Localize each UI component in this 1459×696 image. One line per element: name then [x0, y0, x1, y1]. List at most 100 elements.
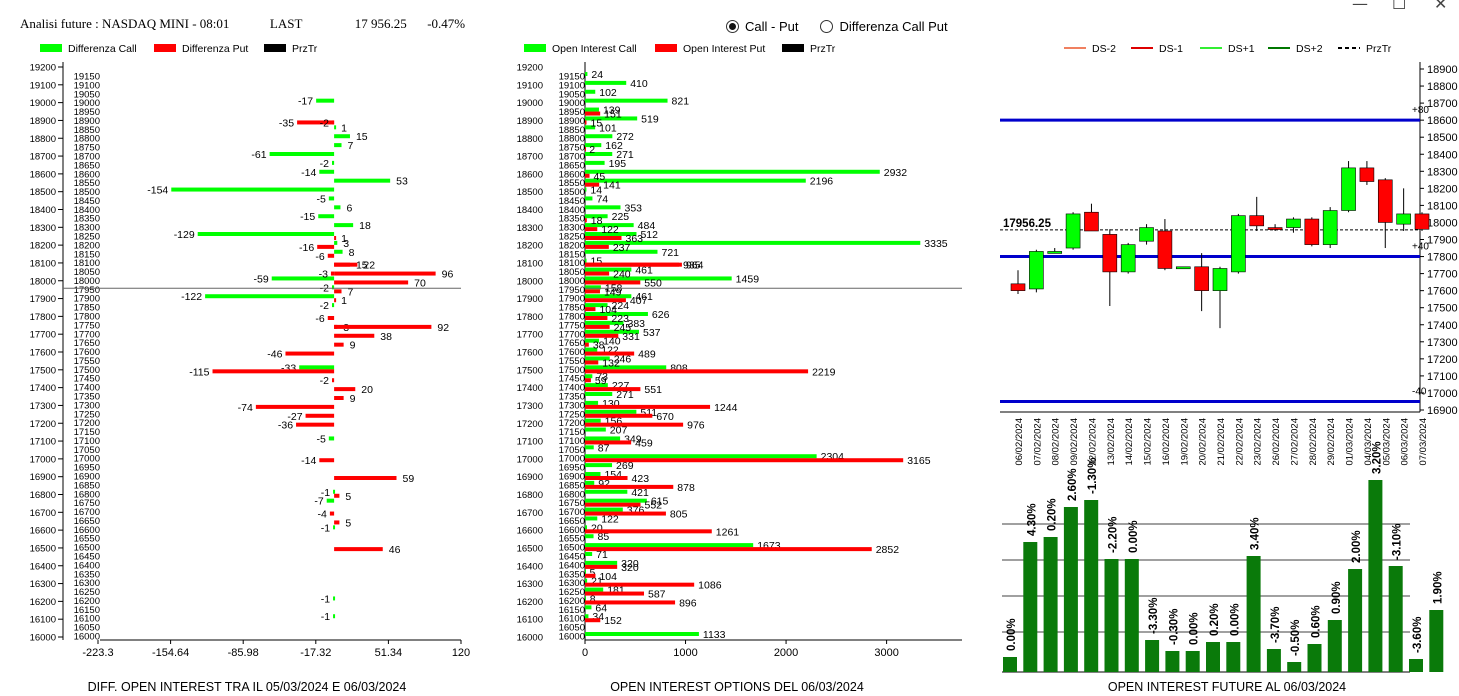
strike-label: 16650: [74, 516, 100, 527]
strike-label: 19000: [559, 98, 585, 109]
call-diff-bar: [171, 187, 335, 192]
strike-label: 16950: [559, 463, 585, 474]
radio-dot-selected[interactable]: [726, 20, 739, 33]
y-tick-label: 17500: [517, 365, 543, 376]
call-oi-bar: [585, 543, 754, 548]
y-tick-label: 18900: [517, 116, 543, 127]
candle-body: [1267, 227, 1283, 230]
date-label: 12/02/2024: [1087, 418, 1098, 466]
strike-label: 16400: [74, 560, 100, 571]
legend-swatch: [524, 44, 546, 52]
call-diff-bar: [326, 498, 335, 503]
bar-value-label: 0.90%: [1331, 581, 1343, 614]
y-tick-label: 17300: [1427, 337, 1458, 349]
radio-call-put[interactable]: Call - Put: [726, 19, 798, 34]
legend-label: PrzTr: [292, 43, 318, 55]
bar-value-label: -46: [267, 349, 282, 361]
call-oi-bar: [585, 534, 594, 539]
call-oi-bar: [585, 347, 598, 352]
legend-swatch: [264, 44, 286, 52]
bar-value-label: 519: [641, 113, 659, 125]
date-label: 04/03/2024: [1363, 418, 1374, 466]
strike-label: 17550: [74, 356, 100, 367]
bar-value-label: -59: [254, 273, 269, 285]
radio-differenza-call-put[interactable]: Differenza Call Put: [820, 19, 948, 34]
candle-body: [1120, 244, 1136, 273]
call-oi-bar: [585, 507, 623, 512]
bar-value-label: -14: [301, 455, 316, 467]
y-tick-label: 16700: [517, 508, 543, 519]
strike-label: 17300: [74, 400, 100, 411]
strike-label: 17900: [74, 294, 100, 305]
y-tick-label: 16900: [517, 472, 543, 483]
bar-value-label: -2: [320, 282, 329, 294]
bar-value-label: 1244: [714, 402, 738, 414]
put-diff-bar: [285, 351, 335, 356]
call-diff-bar: [334, 143, 342, 148]
y-tick-label: 16300: [517, 579, 543, 590]
bar-value-label: 271: [616, 149, 634, 161]
strike-label: 18850: [559, 125, 585, 136]
strike-label: 18750: [559, 143, 585, 154]
call-oi-bar: [585, 329, 639, 334]
y-tick-label: 18400: [1427, 149, 1458, 161]
y-tick-label: 16100: [517, 615, 543, 626]
put-oi-bar: [585, 324, 610, 329]
y-tick-label: 19100: [517, 80, 543, 91]
strike-label: 18500: [74, 187, 100, 198]
strike-label: 18900: [74, 116, 100, 127]
call-diff-bar: [334, 223, 354, 228]
radio-dot[interactable]: [820, 20, 834, 33]
bar-value-label: 964: [686, 260, 704, 272]
y-tick-label: 16900: [1427, 405, 1458, 417]
strike-label: 16000: [74, 632, 100, 643]
candle-body: [1396, 213, 1411, 225]
put-oi-bar: [585, 547, 872, 552]
bar-value-label: 22: [363, 260, 375, 272]
put-oi-bar: [585, 511, 666, 516]
put-oi-bar: [585, 147, 586, 152]
put-oi-bar: [585, 298, 626, 303]
put-oi-bar: [585, 440, 632, 445]
strike-label: 19050: [559, 89, 585, 100]
call-oi-bar: [585, 80, 627, 85]
strike-label: 18050: [74, 267, 100, 278]
bar-value-label: 1673: [757, 540, 781, 552]
date-label: 09/02/2024: [1069, 418, 1080, 466]
x-tick-label: 1000: [673, 647, 697, 659]
bar-value-label: 92: [598, 478, 610, 490]
candle-body: [1084, 211, 1099, 232]
candle-body: [1359, 167, 1375, 182]
call-diff-bar: [334, 205, 341, 210]
strike-label: 17950: [559, 285, 585, 296]
strike-label: 17100: [74, 436, 100, 447]
bar-value-label: 71: [596, 549, 608, 561]
call-diff-bar: [331, 285, 335, 290]
strike-label: 17950: [74, 285, 100, 296]
minimize-icon[interactable]: —: [1352, 0, 1368, 13]
call-diff-bar: [205, 294, 335, 299]
bar-value-label: -2: [320, 158, 329, 170]
put-diff-bar: [334, 520, 340, 525]
y-tick-label: 17800: [30, 312, 56, 323]
y-tick-label: 18200: [30, 241, 56, 252]
maximize-icon[interactable]: ☐: [1392, 0, 1407, 13]
close-icon[interactable]: ✕: [1434, 0, 1448, 13]
bar-value-label: 721: [661, 247, 679, 259]
level-label: +80: [1412, 105, 1429, 116]
bar-value-label: -2: [320, 375, 329, 387]
put-oi-bar: [585, 529, 712, 534]
bar-value-label: 87: [598, 442, 610, 454]
y-tick-label: 16000: [517, 633, 543, 644]
call-oi-bar: [585, 196, 593, 201]
put-oi-bar: [585, 173, 590, 178]
bar-value-label: -1.30%: [1087, 458, 1099, 494]
call-oi-bar: [585, 107, 599, 112]
call-oi-bar: [585, 445, 594, 450]
call-oi-bar: [585, 587, 604, 592]
y-tick-label: 18800: [517, 134, 543, 145]
bar-value-label: -36: [278, 420, 293, 432]
y-tick-label: 17700: [517, 330, 543, 341]
bar-value-label: 461: [635, 291, 653, 303]
call-oi-bar: [585, 516, 598, 521]
